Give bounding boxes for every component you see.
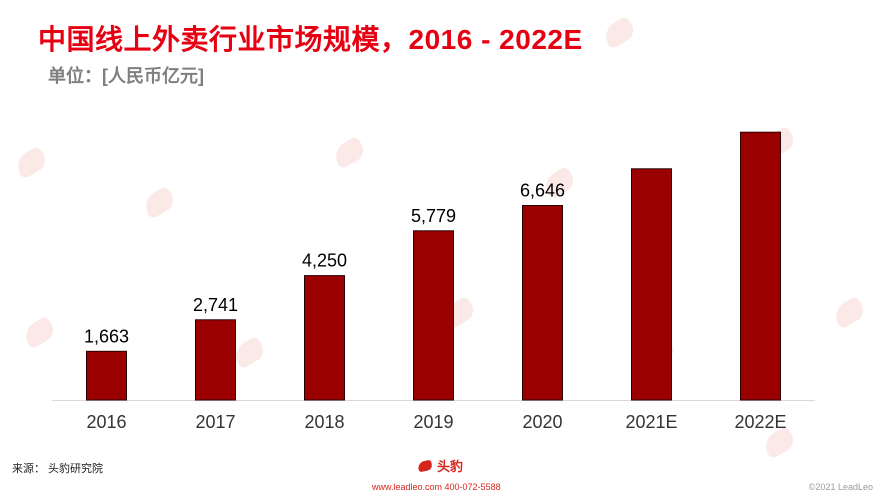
- bar-2017: [195, 319, 236, 401]
- bar-2016: [86, 350, 127, 401]
- data-label-2017: 2,741: [193, 295, 238, 315]
- x-tick-2021E: 2021E: [625, 412, 677, 432]
- copyright: ©2021 LeadLeo: [808, 482, 873, 492]
- x-tick-2020: 2020: [522, 412, 562, 432]
- x-tick-2016: 2016: [86, 412, 126, 432]
- bar-2020: [522, 205, 563, 401]
- x-tick-2022E: 2022E: [734, 412, 786, 432]
- x-tick-2017: 2017: [195, 412, 235, 432]
- source-note: 来源： 头豹研究院: [12, 463, 104, 475]
- x-tick-2019: 2019: [413, 412, 453, 432]
- leopard-head-icon: [416, 458, 434, 474]
- page-title: 中国线上外卖行业市场规模，2016 - 2022E: [38, 24, 583, 55]
- bar-2021E: [631, 168, 672, 401]
- x-tick-2018: 2018: [304, 412, 344, 432]
- data-label-2019: 5,779: [411, 206, 456, 226]
- footer-contact: www.leadleo.com 400-072-5588: [372, 482, 501, 492]
- footer-brand: 头豹: [416, 456, 463, 475]
- unit-label: 单位：[人民币亿元]: [48, 66, 204, 86]
- bar-2019: [413, 230, 454, 401]
- bar-2018: [304, 275, 345, 401]
- bar-2022E: [740, 131, 781, 401]
- brand-name: 头豹: [437, 459, 464, 474]
- data-label-2018: 4,250: [302, 251, 347, 271]
- data-label-2020: 6,646: [520, 181, 565, 201]
- data-label-2016: 1,663: [84, 326, 129, 346]
